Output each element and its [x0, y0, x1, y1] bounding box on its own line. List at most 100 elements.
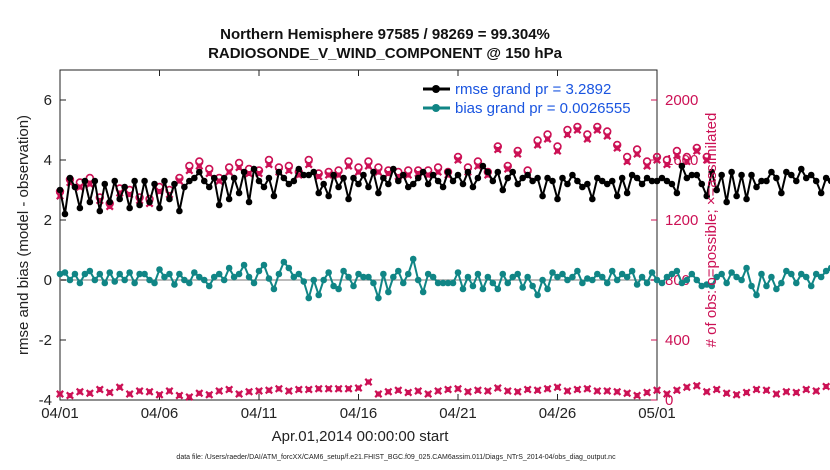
- bias-point: [86, 267, 94, 275]
- x-axis-ticks: 04/01 04/06 04/11 04/16 04/21 04/26 05/01: [41, 70, 676, 422]
- bias-point: [325, 269, 332, 276]
- bias-point: [275, 270, 283, 278]
- bias-point: [285, 264, 293, 272]
- bias-point: [106, 269, 114, 276]
- x-tick-label: 05/01: [638, 405, 676, 422]
- rmse-point: [126, 204, 133, 212]
- rmse-point: [240, 168, 248, 176]
- bias-point: [763, 282, 770, 290]
- obs_low-point-core: [435, 388, 441, 394]
- obs_assimilated-point-core: [246, 170, 252, 177]
- obs_assimilated-point-core: [624, 158, 630, 165]
- rmse-point: [230, 174, 238, 182]
- rmse-point: [365, 183, 372, 191]
- rmse-point: [793, 177, 800, 185]
- bias-point: [728, 269, 735, 276]
- rmse-point: [280, 174, 288, 182]
- obs_assimilated-point-core: [584, 136, 590, 142]
- rmse-point: [101, 180, 109, 188]
- rmse-point: [509, 168, 517, 176]
- bias-point: [663, 273, 671, 281]
- rmse-point: [658, 174, 666, 182]
- x-tick-label: 04/21: [439, 405, 477, 422]
- rmse-point: [335, 183, 342, 191]
- rmse-point: [514, 180, 521, 188]
- rmse-point: [569, 171, 576, 179]
- x-tick-label: 04/26: [539, 405, 577, 422]
- rmse-point: [429, 171, 437, 179]
- rmse-point: [763, 177, 770, 185]
- rmse-point: [210, 174, 218, 182]
- left-y-tick-label: -2: [39, 332, 52, 349]
- bias-point: [539, 276, 546, 284]
- x-tick-label: 04/01: [41, 405, 79, 422]
- bias-point: [638, 273, 646, 281]
- rmse-point: [648, 177, 656, 185]
- bias-point: [598, 273, 606, 281]
- bias-point: [673, 267, 681, 275]
- obs_low-point-core: [644, 389, 650, 396]
- x-axis-label: Apr.01,2014 00:00:00 start: [272, 428, 450, 445]
- obs_assimilated-point-core: [266, 161, 272, 168]
- rmse-point: [603, 180, 611, 188]
- obs_assimilated-point-core: [475, 163, 481, 169]
- bias-point: [688, 270, 696, 278]
- bias-point: [350, 282, 357, 290]
- bias-point: [360, 273, 367, 281]
- bias-point: [544, 285, 551, 293]
- obs_assimilated-point-core: [415, 170, 421, 177]
- rmse-point: [469, 183, 477, 191]
- bias-point: [489, 279, 497, 287]
- rmse-point: [375, 189, 382, 197]
- bias-point: [479, 285, 487, 293]
- bias-point: [429, 273, 437, 281]
- rmse-point: [270, 192, 278, 200]
- data-file-footer: data file: /Users/raeder/DAI/ATM_forcXX/…: [176, 454, 616, 461]
- right-y-tick-label: 1200: [665, 212, 698, 229]
- rmse-point: [534, 174, 541, 182]
- bias-point: [564, 276, 571, 284]
- obs_low-point-core: [803, 386, 809, 393]
- obs_low-point-core: [395, 387, 401, 393]
- bias-point: [658, 279, 666, 287]
- rmse-point: [693, 171, 701, 179]
- rmse-point: [205, 183, 213, 191]
- left-y-axis-label: rmse and bias (model - observation): [15, 115, 32, 355]
- obs_low-point-core: [475, 387, 481, 393]
- bias-point: [574, 267, 581, 275]
- obs_assimilated-point-core: [594, 127, 600, 133]
- left-y-tick-label: -4: [39, 392, 52, 409]
- obs_low-point-core: [743, 389, 750, 396]
- rmse-point: [300, 171, 308, 179]
- bias-point: [210, 273, 218, 281]
- bias-point: [245, 273, 253, 281]
- bias-point: [464, 273, 472, 281]
- bias-point: [121, 276, 128, 284]
- bias-point: [499, 270, 507, 278]
- obs_low-point-core: [584, 386, 590, 392]
- bias-series: [56, 255, 830, 302]
- obs_low-point-core: [326, 386, 332, 392]
- rmse-point: [589, 195, 596, 203]
- chart-subtitle: RADIOSONDE_V_WIND_COMPONENT @ 150 hPa: [208, 45, 563, 62]
- rmse-point: [519, 174, 526, 182]
- bias-point: [802, 273, 810, 281]
- rmse-point: [320, 180, 327, 188]
- obs_low-point-core: [336, 386, 342, 392]
- obs_low-point-core: [455, 386, 461, 392]
- rmse-point: [827, 177, 830, 185]
- bias-point: [171, 281, 178, 288]
- obs_assimilated-point-core: [206, 170, 212, 177]
- bias-point: [623, 273, 631, 281]
- rmse-point: [728, 168, 735, 176]
- obs_assimilated-point-core: [564, 131, 571, 138]
- rmse-point: [385, 180, 392, 188]
- obs_assimilated-point-core: [216, 178, 222, 184]
- obs_low-point-core: [286, 388, 292, 394]
- rmse-point: [111, 177, 119, 185]
- obs_assimilated-point-core: [326, 172, 332, 178]
- bias-point: [788, 270, 795, 278]
- rmse-point: [524, 171, 531, 179]
- bias-point: [71, 270, 79, 278]
- bias-point: [703, 281, 711, 288]
